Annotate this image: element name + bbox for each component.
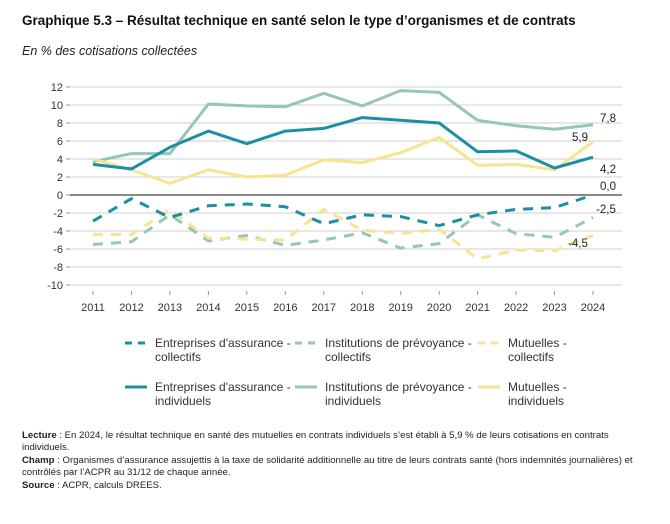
legend-label: Entreprises d'assurance - [155, 336, 291, 350]
note-source: Source : ACPR, calculs DREES. [22, 480, 642, 492]
legend-label: individuels [508, 394, 565, 408]
note-lecture: Lecture : En 2024, le résultat technique… [22, 430, 642, 454]
series-line [92, 135, 594, 185]
legend-label: collectifs [325, 350, 372, 364]
note-champ: Champ : Organismes d’assurance assujetti… [22, 455, 642, 479]
legend-item: Mutuelles - collectifs [478, 336, 567, 364]
legend-swatch [295, 385, 317, 389]
legend-item: Entreprises d'assurance - collectifs [125, 336, 291, 364]
x-tick-label: 2024 [581, 302, 605, 314]
legend-item: Institutions de prévoyance - collectifs [295, 336, 472, 364]
data-label: 7,8 [600, 113, 616, 125]
x-tick-label: 2017 [312, 302, 336, 314]
chart-notes: Lecture : En 2024, le résultat technique… [22, 430, 642, 493]
x-tick-label: 2012 [119, 302, 143, 314]
x-tick-label: 2022 [504, 302, 528, 314]
x-tick-label: 2013 [158, 302, 182, 314]
x-tick-label: 2021 [465, 302, 489, 314]
data-label: 5,9 [572, 132, 588, 144]
x-tick-label: 2016 [273, 302, 297, 314]
note-label: Source [22, 480, 55, 491]
note-text: : ACPR, calculs DREES. [54, 480, 162, 491]
legend-label: Institutions de prévoyance - [325, 380, 472, 394]
note-label: Lecture [22, 430, 57, 441]
y-tick-label: -6 [53, 244, 63, 256]
legend-label: individuels [155, 394, 212, 408]
legend-label: collectifs [508, 350, 555, 364]
data-label: -2,5 [596, 204, 616, 216]
note-label: Champ [22, 455, 55, 466]
legend-item: Mutuelles - individuels [478, 380, 567, 408]
y-tick-label: 0 [57, 190, 63, 202]
legend-label: individuels [325, 394, 382, 408]
data-label: -4,5 [568, 238, 588, 250]
y-tick-label: 12 [51, 82, 63, 94]
y-tick-label: 4 [57, 154, 63, 166]
legend-item: Institutions de prévoyance - individuels [295, 380, 472, 408]
y-tick-label: 6 [57, 136, 63, 148]
series-line [92, 116, 594, 171]
legend-label: Institutions de prévoyance - [325, 336, 472, 350]
series-line [92, 213, 594, 250]
legend-swatch [125, 385, 147, 389]
chart-title: Graphique 5.3 – Résultat technique en sa… [22, 13, 576, 28]
legend-item: Entreprises d'assurance - individuels [125, 380, 291, 408]
x-tick-label: 2020 [427, 302, 451, 314]
y-tick-label: 2 [57, 172, 63, 184]
legend-label: collectifs [155, 350, 202, 364]
legend-swatch [295, 341, 317, 345]
legend-label: Entreprises d'assurance - [155, 380, 291, 394]
x-tick-label: 2018 [350, 302, 374, 314]
y-tick-label: -8 [53, 262, 63, 274]
legend-swatch [478, 385, 500, 389]
x-tick-label: 2014 [196, 302, 220, 314]
chart-subtitle: En % des cotisations collectées [22, 44, 198, 58]
y-tick-label: -4 [53, 226, 63, 238]
x-tick-label: 2011 [81, 302, 105, 314]
y-tick-label: 10 [51, 100, 63, 112]
y-tick-label: -2 [53, 208, 63, 220]
legend-swatch [125, 341, 147, 345]
series-line [93, 207, 594, 261]
legend-label: Mutuelles - [508, 380, 567, 394]
series-line [92, 193, 594, 228]
x-tick-label: 2023 [542, 302, 566, 314]
x-tick-label: 2015 [235, 302, 259, 314]
data-label: 0,0 [600, 181, 616, 193]
x-tick-label: 2019 [388, 302, 412, 314]
note-text: : Organismes d’assurance assujettis à la… [22, 455, 633, 478]
y-tick-label: -10 [47, 280, 63, 292]
legend-swatch [478, 341, 500, 345]
legend-label: Mutuelles - [508, 336, 567, 350]
note-text: : En 2024, le résultat technique en sant… [22, 430, 609, 453]
data-label: 4,2 [600, 164, 616, 176]
line-chart: 12 10 8 6 4 2 0 -2 -4 -6 -8 -10 2011 2012 2013 2014 2015… [47, 82, 622, 314]
y-tick-label: 8 [57, 118, 63, 130]
